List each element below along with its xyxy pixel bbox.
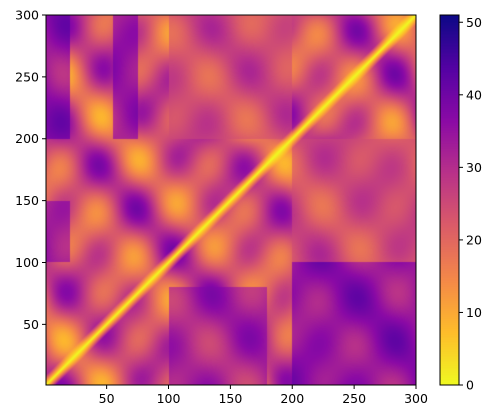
x-tick-label: 300 — [404, 391, 428, 406]
colorbar-ticks: 0 10 20 30 40 50 — [459, 15, 482, 393]
x-tick-label: 250 — [342, 391, 366, 406]
x-tick-label: 200 — [280, 391, 304, 406]
colorbar-tick-label: 0 — [466, 378, 474, 393]
y-tick-label: 300 — [15, 8, 39, 23]
heatmap-image — [46, 15, 416, 385]
x-tick-label: 150 — [218, 391, 242, 406]
plot-frame — [45, 14, 417, 386]
colorbar-tick-label: 50 — [466, 15, 482, 30]
y-tick-label: 200 — [15, 131, 39, 146]
colorbar-tick-label: 20 — [466, 232, 482, 247]
y-tick-label: 100 — [15, 255, 39, 270]
y-axis-ticks: 50 100 150 200 250 300 — [15, 8, 46, 332]
x-axis-ticks: 50 100 150 200 250 300 — [99, 385, 428, 406]
colorbar-frame — [439, 14, 460, 386]
y-tick-label: 50 — [23, 317, 39, 332]
colorbar-tick-label: 30 — [466, 160, 482, 175]
y-tick-label: 250 — [15, 69, 39, 84]
colorbar-gradient — [440, 15, 459, 385]
colorbar-tick-label: 40 — [466, 87, 482, 102]
x-tick-label: 50 — [99, 391, 115, 406]
y-tick-label: 150 — [15, 193, 39, 208]
x-tick-label: 100 — [157, 391, 181, 406]
colorbar-tick-label: 10 — [466, 305, 482, 320]
